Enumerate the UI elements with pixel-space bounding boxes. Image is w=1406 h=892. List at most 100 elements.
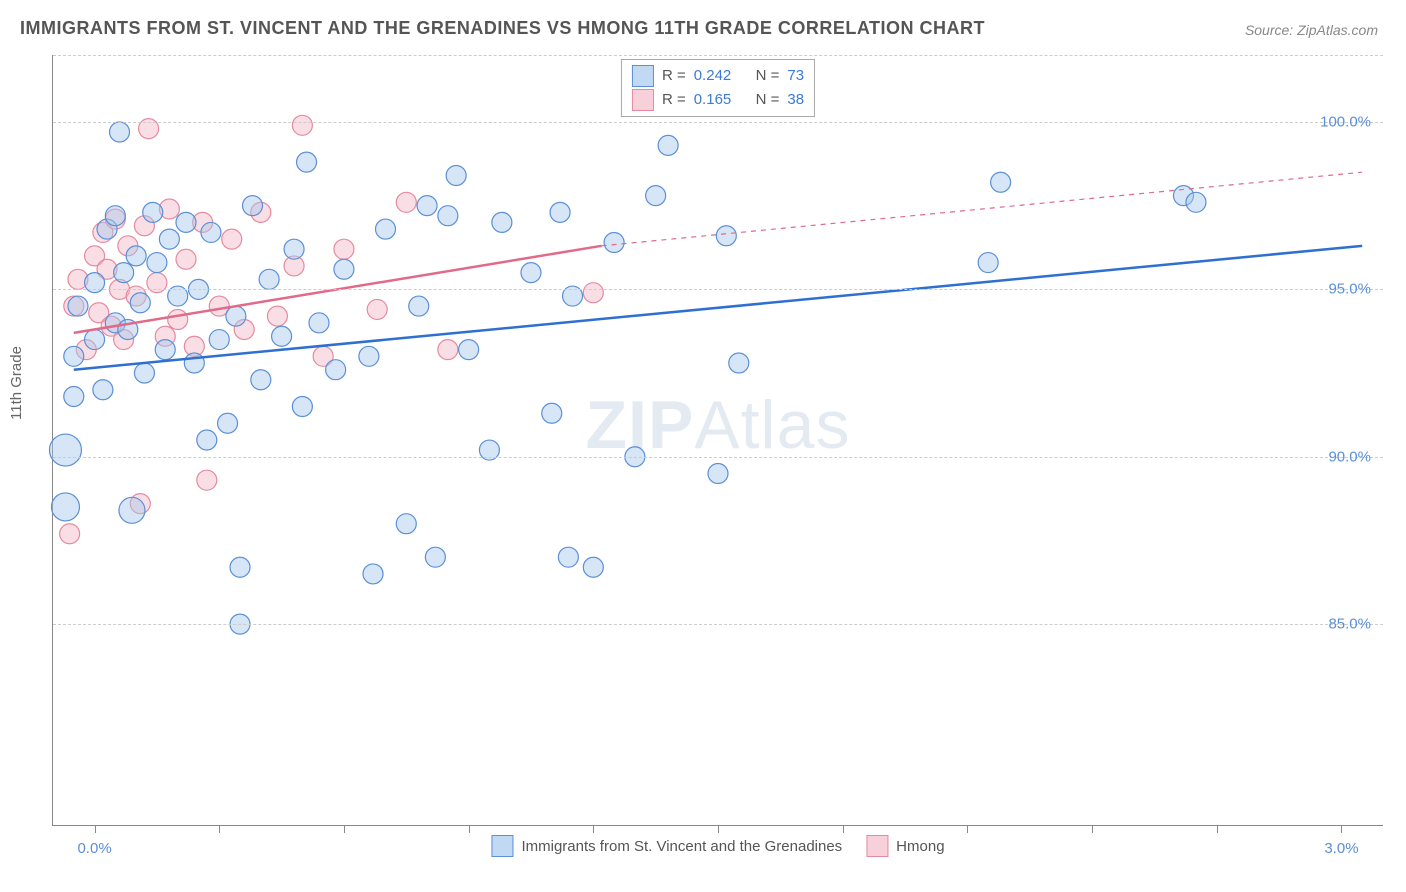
scatter-point bbox=[550, 202, 570, 222]
scatter-point bbox=[226, 306, 246, 326]
scatter-point bbox=[251, 370, 271, 390]
scatter-point bbox=[396, 514, 416, 534]
scatter-point bbox=[646, 186, 666, 206]
legend-row-series1: R = 0.242 N = 73 bbox=[632, 64, 804, 88]
n-label: N = bbox=[756, 88, 780, 112]
scatter-point bbox=[309, 313, 329, 333]
scatter-point bbox=[284, 239, 304, 259]
scatter-point bbox=[134, 363, 154, 383]
x-tick bbox=[1092, 825, 1093, 833]
gridline bbox=[53, 457, 1383, 458]
r-label: R = bbox=[662, 88, 686, 112]
x-tick bbox=[593, 825, 594, 833]
x-tick bbox=[967, 825, 968, 833]
scatter-point bbox=[446, 166, 466, 186]
y-tick-label: 100.0% bbox=[1320, 113, 1371, 130]
scatter-point bbox=[417, 196, 437, 216]
scatter-point bbox=[143, 202, 163, 222]
scatter-point bbox=[729, 353, 749, 373]
r-label: R = bbox=[662, 64, 686, 88]
scatter-point bbox=[334, 239, 354, 259]
y-tick-label: 95.0% bbox=[1328, 281, 1371, 298]
scatter-point bbox=[130, 293, 150, 313]
scatter-point bbox=[51, 493, 79, 521]
n-value-series1: 73 bbox=[787, 64, 804, 88]
scatter-point bbox=[64, 386, 84, 406]
scatter-point bbox=[438, 206, 458, 226]
legend-row-series2: R = 0.165 N = 38 bbox=[632, 88, 804, 112]
swatch-blue-icon bbox=[491, 835, 513, 857]
x-tick-label: 0.0% bbox=[77, 840, 111, 857]
y-tick-label: 90.0% bbox=[1328, 448, 1371, 465]
scatter-point bbox=[197, 430, 217, 450]
legend-label-series1: Immigrants from St. Vincent and the Gren… bbox=[521, 838, 842, 855]
scatter-point bbox=[60, 524, 80, 544]
gridline bbox=[53, 289, 1383, 290]
scatter-point bbox=[155, 340, 175, 360]
swatch-blue-icon bbox=[632, 65, 654, 87]
x-tick-label: 3.0% bbox=[1324, 840, 1358, 857]
scatter-point bbox=[459, 340, 479, 360]
series-legend: Immigrants from St. Vincent and the Gren… bbox=[491, 835, 944, 857]
legend-label-series2: Hmong bbox=[896, 838, 944, 855]
scatter-point bbox=[363, 564, 383, 584]
x-tick bbox=[843, 825, 844, 833]
scatter-point bbox=[583, 557, 603, 577]
x-tick bbox=[95, 825, 96, 833]
scatter-point bbox=[64, 346, 84, 366]
r-value-series2: 0.165 bbox=[694, 88, 732, 112]
scatter-point bbox=[159, 229, 179, 249]
x-tick bbox=[1217, 825, 1218, 833]
scatter-point bbox=[297, 152, 317, 172]
scatter-point bbox=[1186, 192, 1206, 212]
correlation-legend: R = 0.242 N = 73 R = 0.165 N = 38 bbox=[621, 59, 815, 117]
chart-container: IMMIGRANTS FROM ST. VINCENT AND THE GREN… bbox=[0, 0, 1406, 892]
scatter-point bbox=[201, 222, 221, 242]
r-value-series1: 0.242 bbox=[694, 64, 732, 88]
scatter-point bbox=[243, 196, 263, 216]
scatter-point bbox=[110, 122, 130, 142]
scatter-point bbox=[272, 326, 292, 346]
scatter-point bbox=[184, 353, 204, 373]
scatter-point bbox=[197, 470, 217, 490]
scatter-point bbox=[114, 263, 134, 283]
scatter-point bbox=[359, 346, 379, 366]
scatter-point bbox=[658, 135, 678, 155]
scatter-point bbox=[292, 397, 312, 417]
gridline bbox=[53, 624, 1383, 625]
scatter-point bbox=[218, 413, 238, 433]
scatter-point bbox=[147, 253, 167, 273]
n-label: N = bbox=[756, 64, 780, 88]
scatter-point bbox=[425, 547, 445, 567]
gridline bbox=[53, 122, 1383, 123]
gridline bbox=[53, 55, 1383, 56]
chart-title: IMMIGRANTS FROM ST. VINCENT AND THE GREN… bbox=[20, 18, 985, 39]
scatter-point bbox=[708, 463, 728, 483]
x-tick bbox=[219, 825, 220, 833]
n-value-series2: 38 bbox=[787, 88, 804, 112]
scatter-point bbox=[176, 212, 196, 232]
scatter-point bbox=[292, 115, 312, 135]
swatch-pink-icon bbox=[866, 835, 888, 857]
x-tick bbox=[718, 825, 719, 833]
y-tick-label: 85.0% bbox=[1328, 616, 1371, 633]
scatter-point bbox=[583, 283, 603, 303]
plot-svg bbox=[53, 55, 1383, 825]
scatter-point bbox=[68, 296, 88, 316]
plot-area: ZIPAtlas R = 0.242 N = 73 R = 0.165 N = … bbox=[52, 55, 1383, 826]
x-tick bbox=[1341, 825, 1342, 833]
scatter-point bbox=[492, 212, 512, 232]
scatter-point bbox=[396, 192, 416, 212]
scatter-point bbox=[105, 206, 125, 226]
scatter-point bbox=[376, 219, 396, 239]
scatter-point bbox=[604, 232, 624, 252]
y-axis-label: 11th Grade bbox=[8, 346, 25, 420]
trend-line bbox=[74, 246, 1362, 370]
trend-line-extrapolated bbox=[602, 172, 1363, 246]
x-tick bbox=[469, 825, 470, 833]
legend-item-series1: Immigrants from St. Vincent and the Gren… bbox=[491, 835, 842, 857]
legend-item-series2: Hmong bbox=[866, 835, 944, 857]
scatter-point bbox=[119, 497, 145, 523]
scatter-point bbox=[521, 263, 541, 283]
scatter-point bbox=[367, 299, 387, 319]
